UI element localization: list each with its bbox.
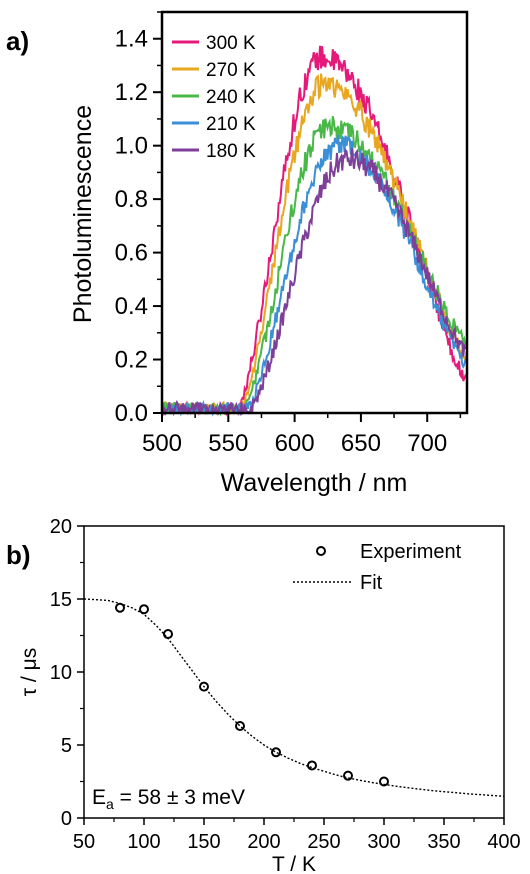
legend-label: 240 K bbox=[206, 87, 256, 108]
panel-a-x-tick-label: 500 bbox=[142, 430, 182, 457]
panel-b-y-axis-title: τ / μs bbox=[18, 648, 41, 696]
legend-label: 270 K bbox=[206, 60, 256, 81]
panel-a-label: a) bbox=[6, 26, 29, 56]
panel-a-x-tick-label: 550 bbox=[208, 430, 248, 457]
experiment-point bbox=[139, 604, 149, 615]
panel-b-plot-frame bbox=[83, 525, 505, 819]
panel-b-x-tick-label: 250 bbox=[307, 831, 340, 853]
panel-a-y-tick-label: 1.2 bbox=[115, 79, 148, 106]
panel-b-x-tick-label: 350 bbox=[427, 831, 460, 853]
experiment-point bbox=[235, 721, 245, 732]
panel-a-chart: a) 500 550 600 650 700 0.0 0.2 0.4 0.6 0.8 1.0 1.2 1… bbox=[6, 10, 469, 497]
panel-b-y-tick-label: 0 bbox=[61, 808, 72, 830]
panel-b-x-tick-label: 200 bbox=[247, 831, 280, 853]
panel-a-y-tick-label: 0.0 bbox=[115, 400, 148, 427]
legend-swatch-experiment bbox=[316, 546, 326, 556]
panel-a-x-tick-label: 600 bbox=[275, 430, 315, 457]
panel-b-annotation-ea: Ea = 58 ± 3 meV bbox=[92, 786, 245, 812]
panel-a-legend: 300 K 270 K 240 K 210 K 180 K bbox=[172, 33, 256, 162]
panel-b-y-tick-label: 20 bbox=[50, 516, 72, 538]
panel-a-x-axis-title: Wavelength / nm bbox=[221, 469, 408, 497]
pl-curve-210k bbox=[161, 134, 468, 417]
panel-b-x-tick-label: 100 bbox=[127, 831, 160, 853]
panel-b-x-tick-label: 150 bbox=[187, 831, 220, 853]
panel-a-y-tick-label: 0.4 bbox=[115, 293, 148, 320]
panel-a-y-axis-title: Photoluminescence bbox=[69, 105, 97, 323]
panel-b-label: b) bbox=[6, 540, 31, 570]
pl-curve-240k bbox=[161, 115, 468, 417]
panel-a-x-tick-label: 650 bbox=[341, 430, 381, 457]
legend-label: 210 K bbox=[206, 114, 256, 135]
panel-b-x-tick-label: 400 bbox=[487, 831, 520, 853]
panel-b-legend: Experiment Fit bbox=[293, 541, 462, 594]
legend-label: 300 K bbox=[206, 33, 256, 54]
experiment-point bbox=[307, 760, 317, 771]
panel-a-y-tick-label: 1.4 bbox=[115, 26, 148, 53]
experiment-point bbox=[379, 776, 389, 787]
panel-b-y-tick-label: 15 bbox=[50, 589, 72, 611]
pl-curve-180k bbox=[161, 147, 467, 417]
panel-b-experiment-points bbox=[115, 602, 389, 787]
panel-a-y-tick-label: 0.6 bbox=[115, 240, 148, 267]
panel-b-x-axis-title: T / K bbox=[272, 853, 316, 874]
legend-label-fit: Fit bbox=[360, 572, 383, 594]
experiment-point bbox=[271, 747, 281, 758]
panel-a-plot-frame bbox=[160, 10, 469, 415]
panel-a-y-tick-label: 1.0 bbox=[115, 133, 148, 160]
panel-b-chart: b) 50 100 150 200 250 300 350 400 0 5 10 15 20 Exper… bbox=[6, 516, 521, 874]
experiment-point bbox=[199, 681, 209, 692]
panel-b-ticks: 50 100 150 200 250 300 350 400 0 5 10 15 20 bbox=[50, 516, 521, 853]
panel-b-y-tick-label: 10 bbox=[50, 662, 72, 684]
panel-a-x-tick-label: 700 bbox=[407, 430, 447, 457]
panel-b-y-tick-label: 5 bbox=[61, 735, 72, 757]
experiment-point bbox=[115, 602, 125, 613]
fit-curve bbox=[83, 598, 505, 797]
experiment-point bbox=[343, 770, 353, 781]
panel-a-y-tick-label: 0.8 bbox=[115, 186, 148, 213]
panel-b-x-tick-label: 50 bbox=[73, 831, 95, 853]
panel-a-y-tick-label: 0.2 bbox=[115, 347, 148, 374]
legend-label-experiment: Experiment bbox=[360, 541, 462, 563]
experiment-point bbox=[163, 629, 173, 640]
panel-b-fit-curve-group bbox=[83, 598, 505, 797]
panel-b-x-tick-label: 300 bbox=[367, 831, 400, 853]
panel-a-ticks: 500 550 600 650 700 0.0 0.2 0.4 0.6 0.8 1.0 1.2 1.4 bbox=[115, 11, 462, 457]
legend-label: 180 K bbox=[206, 141, 256, 162]
